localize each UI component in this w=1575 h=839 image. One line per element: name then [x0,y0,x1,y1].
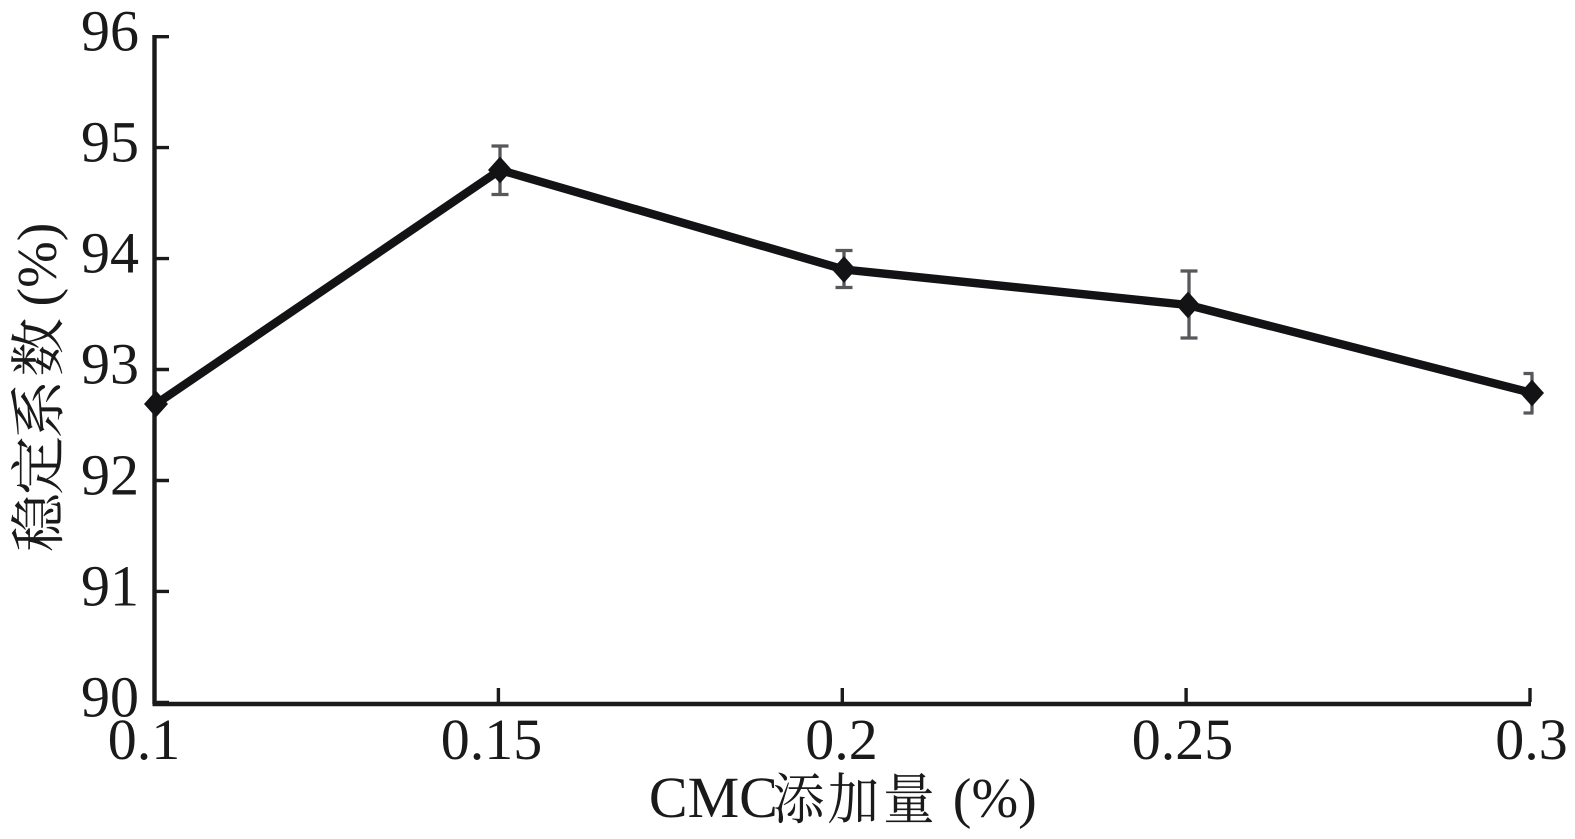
svg-text:(%): (%) [7,223,69,307]
svg-text:94: 94 [81,221,139,286]
svg-text:(%): (%) [953,768,1037,830]
svg-text:95: 95 [81,110,139,175]
svg-text:96: 96 [81,0,139,64]
svg-text:93: 93 [81,332,139,397]
svg-text:0.1: 0.1 [108,707,181,772]
svg-text:90: 90 [81,664,139,729]
svg-text:0.15: 0.15 [441,707,543,772]
svg-text:91: 91 [81,553,139,618]
svg-text:0.2: 0.2 [805,707,878,772]
svg-text:92: 92 [81,443,139,508]
svg-text:CMC: CMC [649,765,778,830]
svg-text:0.25: 0.25 [1132,707,1234,772]
svg-text:0.3: 0.3 [1495,707,1568,772]
